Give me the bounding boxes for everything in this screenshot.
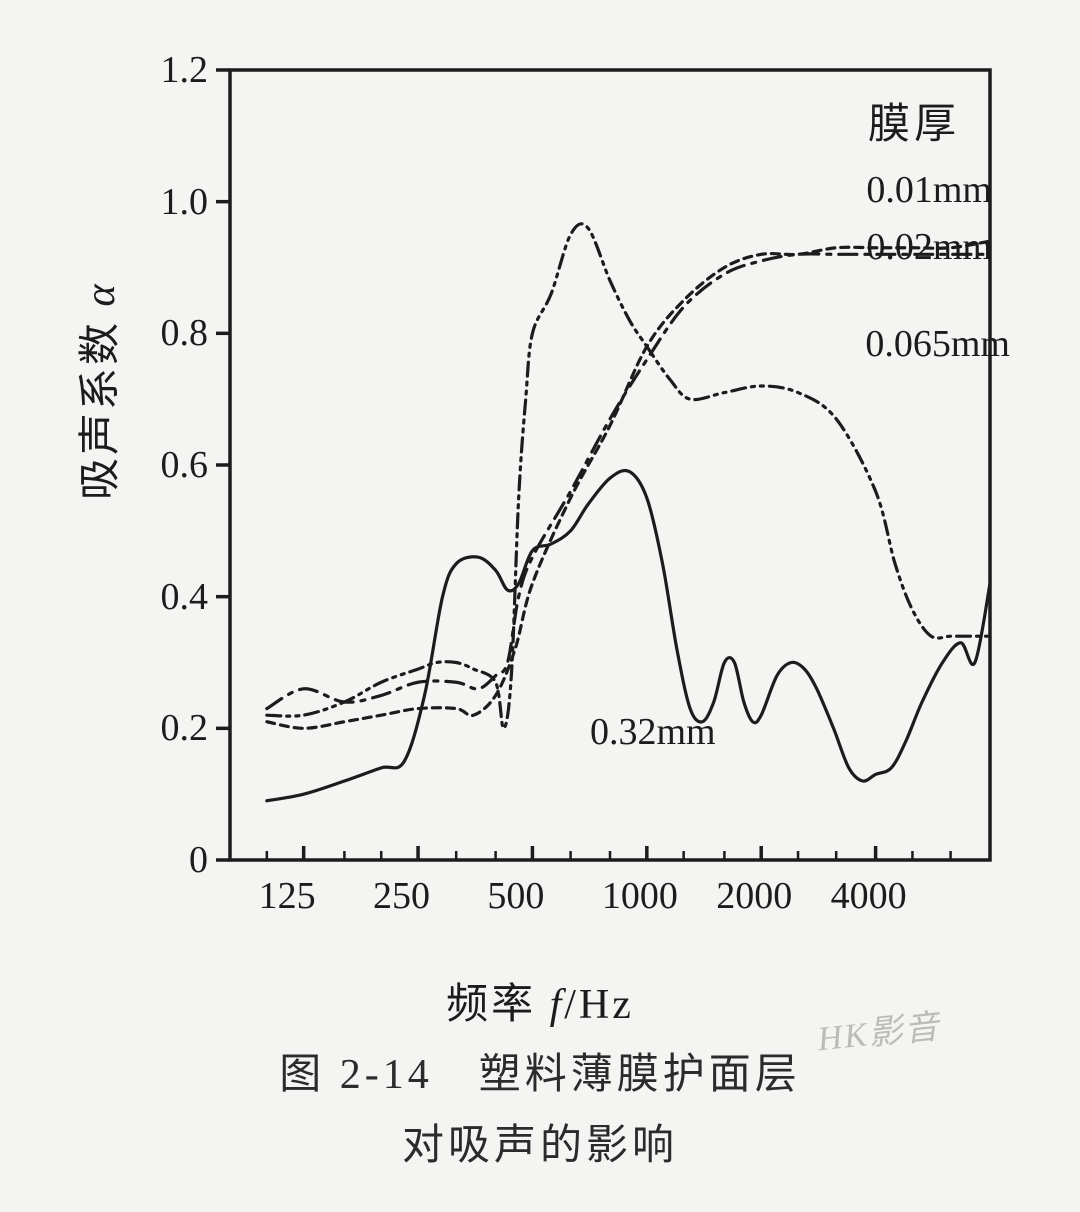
y-tick-label: 0.6 bbox=[161, 443, 209, 487]
y-tick-label: 1.0 bbox=[161, 180, 209, 224]
series-0.065mm bbox=[267, 224, 990, 729]
series-0.01mm bbox=[267, 241, 990, 728]
figure-caption: 图 2-14 塑料薄膜护面层 对吸声的影响 bbox=[0, 1040, 1080, 1183]
series-label: 0.065mm bbox=[865, 322, 1010, 366]
x-tick-label: 500 bbox=[487, 874, 544, 918]
x-tick-label: 250 bbox=[373, 874, 430, 918]
page: 吸声系数 α 频率 f/Hz 0 0.2 0.4 0.6 0.8 1.0 1.2 125 250… bbox=[0, 0, 1080, 1212]
y-tick-label: 0 bbox=[189, 838, 208, 882]
x-axis-label-text: 频率 f/Hz bbox=[446, 982, 634, 1028]
series-label: 0.32mm bbox=[590, 710, 716, 754]
legend-title: 膜厚 bbox=[868, 90, 960, 151]
x-tick-label: 2000 bbox=[716, 874, 792, 918]
x-tick-label: 4000 bbox=[831, 874, 907, 918]
y-axis-label: 吸声系数 α bbox=[66, 281, 127, 500]
x-axis-label: 频率 f/Hz bbox=[60, 970, 1020, 1031]
x-tick-label: 125 bbox=[259, 874, 316, 918]
series-label: 0.01mm bbox=[866, 168, 992, 212]
y-tick-label: 0.4 bbox=[161, 575, 209, 619]
caption-line-1: 图 2-14 塑料薄膜护面层 bbox=[0, 1040, 1080, 1111]
y-tick-label: 1.2 bbox=[161, 48, 209, 92]
caption-line-2: 对吸声的影响 bbox=[0, 1111, 1080, 1182]
x-tick-label: 1000 bbox=[602, 874, 678, 918]
chart-area: 吸声系数 α 频率 f/Hz 0 0.2 0.4 0.6 0.8 1.0 1.2 125 250… bbox=[60, 30, 1020, 1030]
series-label: 0.02mm bbox=[866, 225, 992, 269]
y-tick-label: 0.2 bbox=[161, 706, 209, 750]
y-axis-label-text: 吸声系数 α bbox=[78, 281, 124, 500]
y-tick-label: 0.8 bbox=[161, 311, 209, 355]
